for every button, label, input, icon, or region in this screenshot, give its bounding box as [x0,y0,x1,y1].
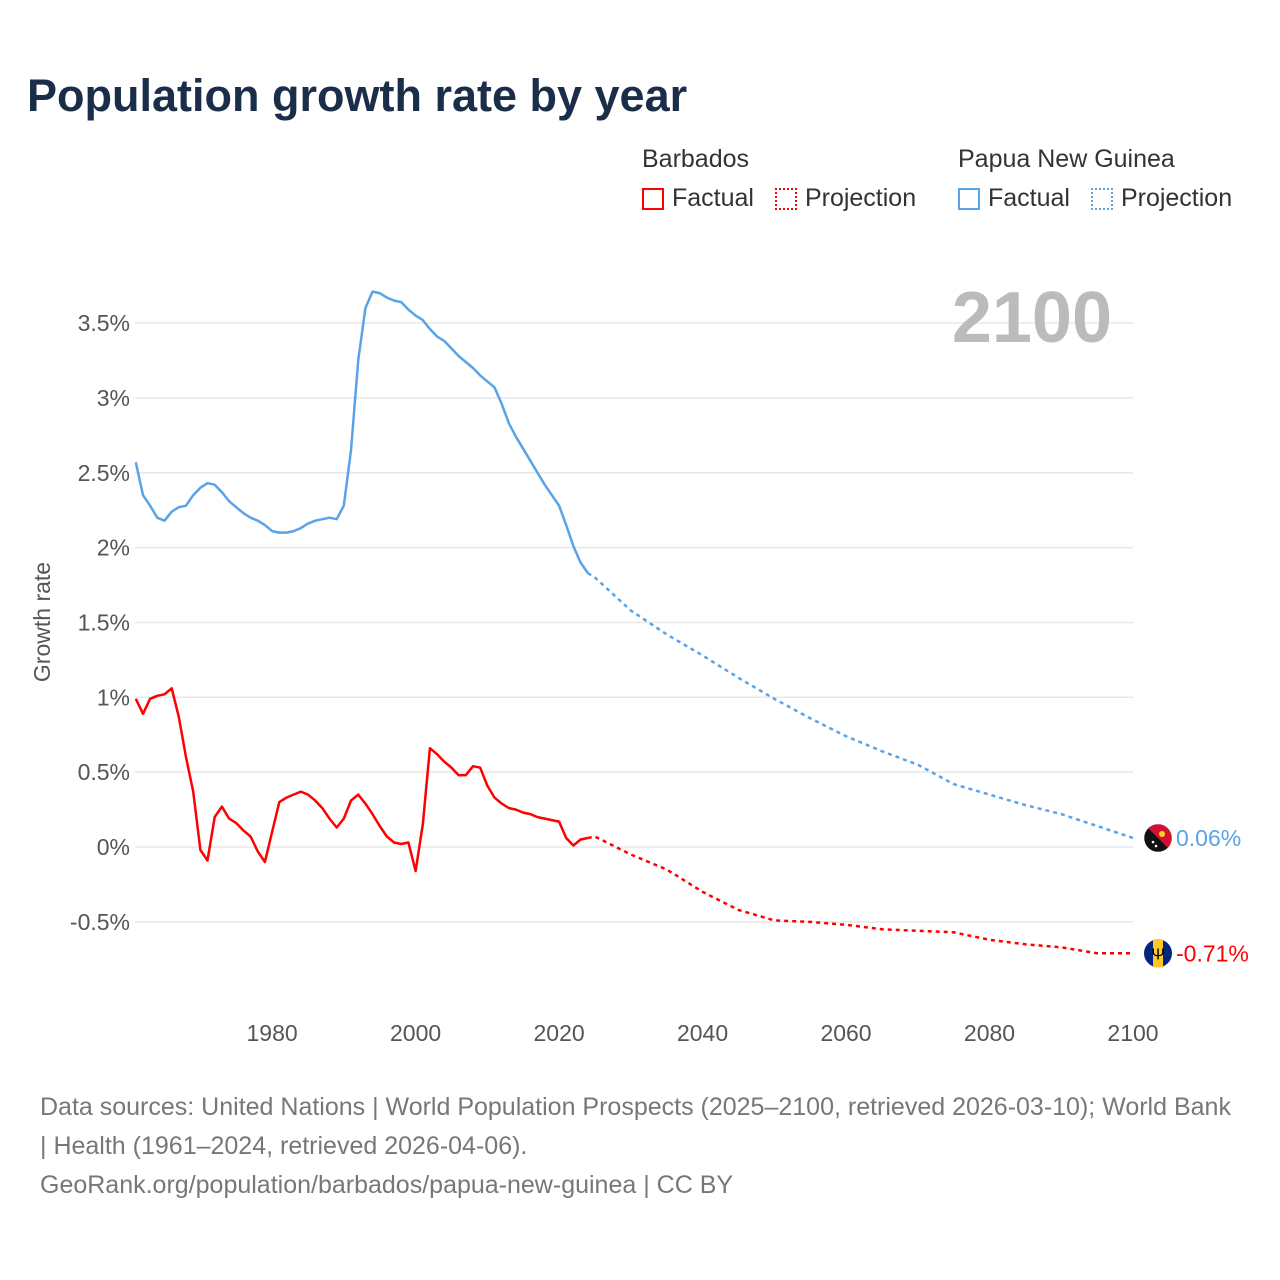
solid-swatch-icon [642,187,664,210]
credit-link[interactable]: GeoRank.org/population/barbados/papua-ne… [40,1171,734,1199]
factual-line-barbados [134,687,589,873]
y-tick-label: 3.5% [78,310,130,336]
y-tick-label: 1% [97,684,130,710]
y-tick-label: 3% [97,385,130,411]
legend-label: Projection [1120,184,1233,212]
x-tick-label: 2040 [677,1020,728,1046]
y-tick-label: 2% [97,535,130,561]
x-tick-label: 2060 [820,1020,871,1046]
end-value-label: -0.71% [1176,940,1249,966]
page-title: Population growth rate by year [27,70,688,121]
legend-barbados: Barbados Factual Projection [642,145,930,217]
legend-title: Papua New Guinea [958,145,1175,173]
x-tick-label: 2020 [533,1020,584,1046]
papua-new-guinea-flag-icon [1144,824,1172,853]
line-chart: -0.5% 0% 0.5% 1% 1.5% 2% 2.5% 3% 3.5% 1980 2000 202… [29,278,1249,1046]
svg-text:Ψ: Ψ [1151,946,1164,963]
x-tick-label: 2100 [1107,1020,1158,1046]
x-tick-label: 2080 [964,1020,1015,1046]
year-label: 2100 [952,278,1112,358]
x-tick-label: 1980 [247,1020,298,1046]
footer: Data sources: United Nations | World Pop… [40,1088,1240,1205]
y-tick-label: 0% [97,834,130,860]
dotted-swatch-icon [774,187,797,210]
projection-line-barbados [587,835,1133,955]
legend-papua-new-guinea: Papua New Guinea Factual Projection [958,145,1246,217]
end-value-label: 0.06% [1176,825,1241,851]
legend-label: Projection [804,184,917,212]
y-tick-label: -0.5% [70,909,130,935]
data-sources: Data sources: United Nations | World Pop… [40,1093,1231,1160]
legend-barbados-projection[interactable]: Projection [774,184,917,213]
solid-swatch-icon [958,187,980,210]
legend-label: Factual [672,184,754,212]
y-tick-label: 0.5% [78,759,130,785]
legend-png-factual[interactable]: Factual [958,184,1070,213]
x-tick-label: 2000 [390,1020,441,1046]
y-axis-label: Growth rate [29,562,55,682]
legend-title: Barbados [642,145,750,173]
legend-png-projection[interactable]: Projection [1090,184,1233,213]
legend-label: Factual [988,184,1070,212]
projection-line-papua-new-guinea [587,571,1134,840]
y-tick-label: 1.5% [78,609,130,635]
factual-line-papua-new-guinea [134,290,589,574]
y-tick-label: 2.5% [78,460,130,486]
barbados-flag-icon: Ψ [1144,939,1172,968]
legend-barbados-factual[interactable]: Factual [642,184,754,213]
dotted-swatch-icon [1090,187,1113,210]
